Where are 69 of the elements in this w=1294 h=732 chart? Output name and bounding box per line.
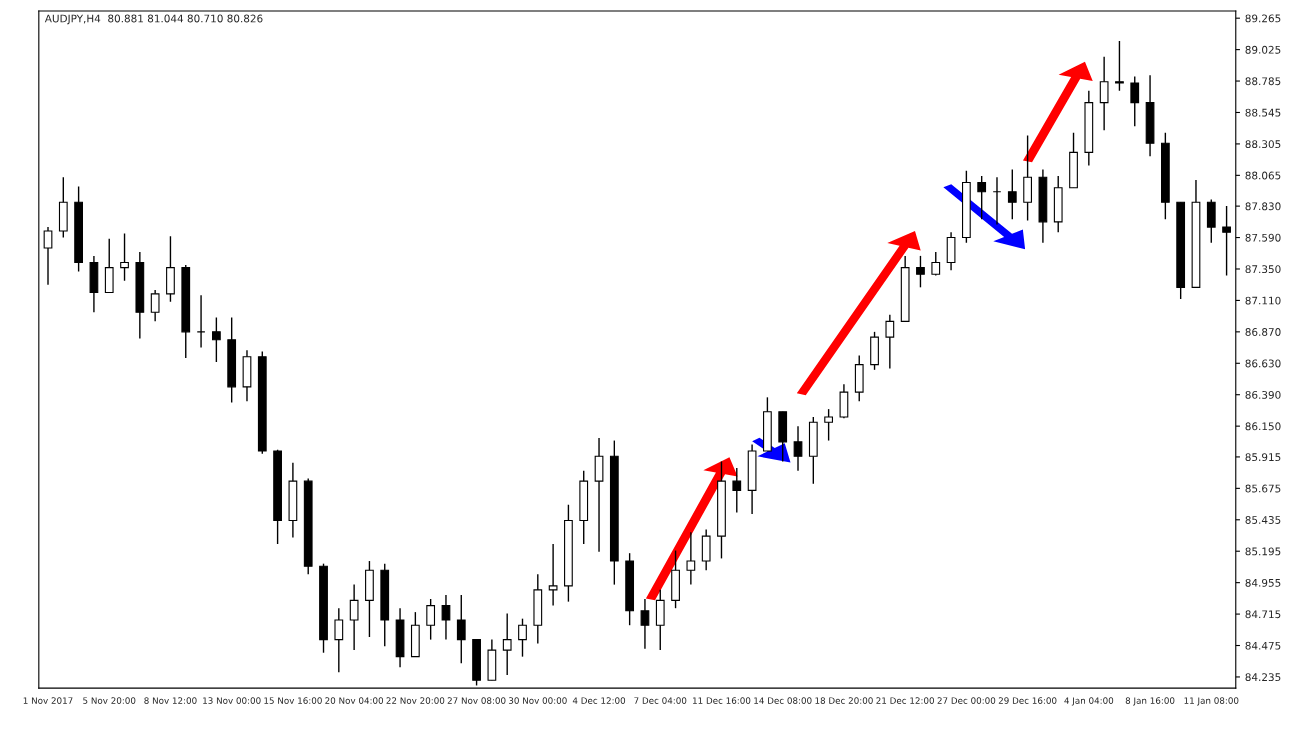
x-tick-label: 1 Nov 2017 xyxy=(23,697,73,704)
y-tick-label: 87.830 xyxy=(1245,202,1281,211)
candlestick xyxy=(150,289,160,323)
x-tick-label: 4 Dec 12:00 xyxy=(572,697,626,704)
y-tick-label: 84.235 xyxy=(1245,673,1281,682)
x-tick-label: 21 Dec 12:00 xyxy=(876,697,934,704)
x-tick-label: 18 Dec 20:00 xyxy=(815,697,873,704)
candlestick xyxy=(456,594,466,664)
y-tick-label: 85.435 xyxy=(1245,516,1281,524)
y-tick-label: 86.870 xyxy=(1245,328,1281,336)
x-tick-label: 27 Dec 00:00 xyxy=(937,697,996,704)
y-tick-label: 84.715 xyxy=(1245,610,1281,619)
y-tick-label: 87.110 xyxy=(1245,296,1281,305)
x-tick-label: 14 Dec 08:00 xyxy=(754,697,812,704)
y-tick-label: 88.065 xyxy=(1245,171,1281,180)
y-tick-label: 87.590 xyxy=(1245,233,1281,242)
candlestick xyxy=(502,612,512,676)
candlestick xyxy=(211,316,221,363)
candlestick xyxy=(793,425,803,472)
x-tick-label: 4 Jan 04:00 xyxy=(1064,697,1114,706)
candlestick xyxy=(931,251,941,277)
candlestick xyxy=(977,175,987,220)
x-tick-label: 22 Nov 20:00 xyxy=(386,697,445,704)
y-tick-label: 89.265 xyxy=(1245,14,1281,23)
y-tick-label: 86.150 xyxy=(1245,422,1281,431)
candlestick xyxy=(120,232,129,282)
x-tick-label: 8 Jan 16:00 xyxy=(1125,697,1175,706)
candlestick xyxy=(1115,40,1124,92)
y-tick-label: 84.475 xyxy=(1245,641,1281,650)
candlestick xyxy=(732,467,742,514)
candlestick xyxy=(686,531,696,586)
candlestick xyxy=(1099,56,1109,131)
candlestick xyxy=(824,408,834,442)
x-tick-label: 27 Nov 08:00 xyxy=(447,697,506,704)
candlestick xyxy=(349,583,359,651)
y-tick-label: 89.025 xyxy=(1245,45,1281,54)
y-tick-label: 86.630 xyxy=(1245,359,1281,368)
candlestick xyxy=(885,314,895,370)
candlestick xyxy=(441,594,451,641)
candlestick xyxy=(518,617,527,658)
y-tick-label: 88.305 xyxy=(1245,140,1281,149)
x-tick-label: 5 Nov 20:00 xyxy=(83,697,136,704)
y-tick-label: 88.785 xyxy=(1245,77,1281,86)
candlestick xyxy=(334,607,344,674)
y-tick-label: 85.195 xyxy=(1245,547,1281,556)
candlestick xyxy=(43,226,53,286)
candlestick xyxy=(1222,205,1231,277)
y-tick-label: 86.390 xyxy=(1245,390,1281,399)
x-tick-label: 13 Nov 00:00 xyxy=(203,697,261,704)
candlestick xyxy=(548,543,558,607)
candlestick xyxy=(640,598,650,650)
chart-title: AUDJPY,H4 80.881 81.044 80.710 80.826 xyxy=(44,14,263,25)
x-tick-label: 7 Dec 04:00 xyxy=(634,697,687,704)
x-tick-label: 11 Dec 16:00 xyxy=(693,697,751,704)
y-tick-label: 84.955 xyxy=(1245,578,1281,587)
x-tick-label: 8 Nov 12:00 xyxy=(144,697,197,704)
y-tick-label: 85.675 xyxy=(1245,484,1281,493)
x-tick-label: 20 Nov 04:00 xyxy=(325,697,384,704)
candlestick xyxy=(426,598,436,641)
x-tick-label: 29 Dec 16:00 xyxy=(998,697,1057,704)
candlestick xyxy=(1130,75,1140,127)
y-tick-label: 88.545 xyxy=(1245,108,1281,117)
x-tick-label: 30 Nov 00:00 xyxy=(508,697,567,704)
x-tick-label: 15 Nov 16:00 xyxy=(264,697,322,704)
candlestick xyxy=(1007,168,1017,220)
y-tick-label: 87.350 xyxy=(1245,265,1281,274)
x-tick-label: 11 Jan 08:00 xyxy=(1184,697,1239,706)
candlestick xyxy=(916,255,925,289)
y-tick-label: 85.915 xyxy=(1245,453,1281,462)
